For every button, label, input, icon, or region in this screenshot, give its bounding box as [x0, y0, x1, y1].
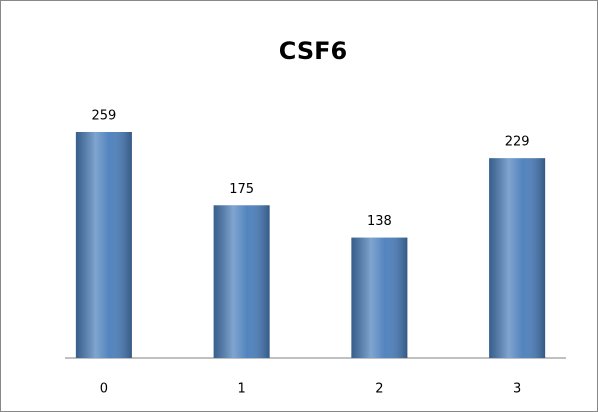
chart-title: CSF6 — [279, 37, 347, 65]
x-tick-label: 0 — [100, 382, 108, 397]
value-label: 229 — [505, 135, 530, 150]
bar-shine — [351, 237, 408, 358]
value-label: 175 — [229, 182, 254, 197]
value-label: 138 — [367, 214, 392, 229]
x-tick-label: 1 — [237, 382, 245, 397]
x-tick-label: 2 — [375, 382, 383, 397]
value-label: 259 — [91, 109, 116, 124]
bar-shine — [489, 158, 546, 358]
bar-shine — [75, 132, 132, 358]
bar-shine — [213, 205, 270, 358]
x-tick-label: 3 — [513, 382, 521, 397]
